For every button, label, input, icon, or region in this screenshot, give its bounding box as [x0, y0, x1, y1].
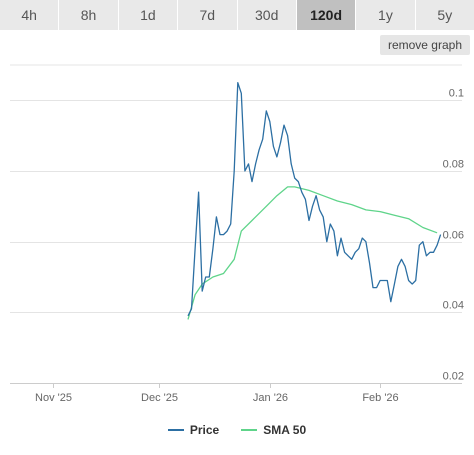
tab-7d[interactable]: 7d	[178, 0, 238, 30]
series-line-price	[187, 82, 442, 317]
legend-label-sma-50: SMA 50	[263, 423, 307, 437]
legend-swatch-sma-50	[241, 429, 258, 431]
tab-4h[interactable]: 4h	[0, 0, 60, 30]
x-tick-label: Nov '25	[35, 392, 72, 404]
x-tick-label: Dec '25	[141, 392, 178, 404]
tab-120d[interactable]: 120d	[296, 0, 357, 30]
chart-legend: Price SMA 50	[0, 420, 474, 440]
x-tick-label: Feb '26	[362, 392, 398, 404]
time-range-tabs: 4h 8h 1d 7d 30d 120d 1y 5y	[0, 0, 474, 30]
tab-5y[interactable]: 5y	[415, 0, 474, 30]
legend-item-sma-50[interactable]: SMA 50	[241, 423, 306, 437]
price-chart: 0.02 0.04 0.06 0.08 0.1 Nov '25 Dec '25 Jan '26…	[10, 64, 464, 404]
tab-1y[interactable]: 1y	[356, 0, 416, 30]
legend-label-price: Price	[189, 423, 220, 437]
legend-item-price[interactable]: Price	[167, 423, 220, 437]
y-tick-label: 0.04	[443, 300, 464, 312]
tab-30d[interactable]: 30d	[237, 0, 297, 30]
y-tick-label: 0.1	[449, 88, 464, 100]
y-tick-label: 0.02	[443, 371, 464, 383]
tab-8h[interactable]: 8h	[59, 0, 119, 30]
remove-graph-button[interactable]: remove graph	[379, 35, 470, 55]
y-tick-label: 0.06	[443, 230, 464, 242]
x-tick-label: Jan '26	[253, 392, 288, 404]
tab-1d[interactable]: 1d	[118, 0, 179, 30]
y-tick-label: 0.08	[443, 159, 464, 171]
legend-swatch-price	[167, 429, 184, 431]
series-line-sma-50	[187, 186, 438, 320]
